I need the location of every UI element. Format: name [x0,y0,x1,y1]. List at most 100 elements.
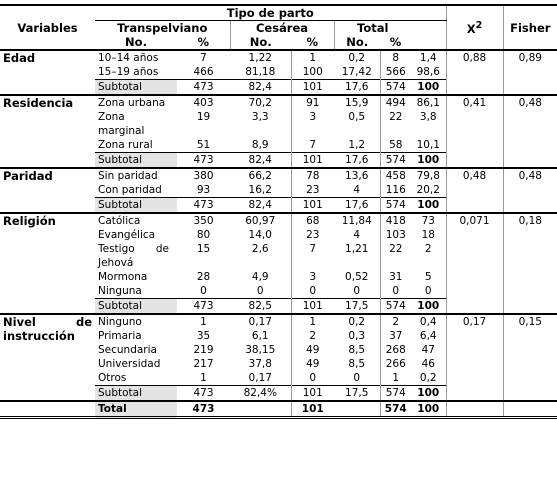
cell: 100 [417,300,440,312]
row-label: 15–19 años [98,66,159,78]
cell: 1 [200,372,207,384]
cell: 7 [290,138,334,153]
cell: 79,8 [416,170,440,182]
cell: 466 [193,66,214,78]
cell: 5 [424,271,432,283]
table-row: Zona marginal 19 3,3 3 0,5 22 3,8 [0,110,557,138]
cell: 100 [417,199,440,211]
cell: 82,4 [248,154,272,166]
cell: 98,6 [416,66,440,78]
table-row: Evangélica 80 14,0 23 4 103 18 [0,228,557,242]
cell: 80 [196,229,211,241]
cell: 15,9 [345,97,369,109]
cell: 101 [290,197,334,213]
sub-header: No. [333,35,380,50]
cell: 219 [193,344,214,356]
total-row: Total 473 101 574 100 [0,401,557,418]
cell: 1,2 [348,139,366,151]
fisher-value: 0,48 [502,95,557,168]
table-row: Subtotal 473 82,4 101 17,6 574 100 [0,79,557,95]
cell: 0,17 [248,316,272,328]
group-header: Transpelviano [117,21,208,35]
table-row: Residencia Zona urbana 403 70,2 91 15,9 494 86,… [0,95,557,168]
table-row: Zona rural 51 8,9 7 1,2 58 10,1 [0,138,557,153]
sub-header: % [306,35,319,49]
total-blank [502,401,557,418]
cell: 15 [196,243,211,255]
cell: 70,2 [248,97,272,109]
cell: 8,9 [251,139,269,151]
cell: 103 [379,228,411,242]
cell: 4 [353,184,361,196]
cell: 22 [379,242,411,270]
cell: 403 [193,97,214,109]
cell: 81,18 [245,66,276,78]
cell: 473 [193,199,214,211]
cell: 47 [421,344,435,356]
cell: 566 [379,65,411,80]
table-row: Ninguna 0 0 0 0 0 0 [0,284,557,299]
cell: 0 [200,285,207,297]
row-label: Zona rural [98,139,153,151]
cell: 574 [379,79,411,95]
row-label: Evangélica [98,229,156,241]
table-row: Mormona 28 4,9 3 0,52 31 5 [0,270,557,284]
cell: 11,84 [341,215,372,227]
cell: 0 [290,371,334,386]
cell: 0,2 [348,52,366,64]
cell: 17,42 [341,66,372,78]
cell: 17,6 [345,81,369,93]
cell: 100 [417,81,440,93]
header-cell: Variables [17,20,78,35]
cell: 19 [196,111,211,123]
table-row: Otros 1 0,17 0 0 1 0,2 [0,371,557,386]
table-row: Edad 10–14 años 7 1,22 1 0,2 8 1,4 0,88 0,89 [0,50,557,95]
cell: 1,22 [248,52,272,64]
cell: 86,1 [416,97,440,109]
cell: 266 [379,357,411,371]
header-sup: 2 [475,20,483,32]
row-label: Testigo de Jehová [98,243,169,269]
cell: 1 [379,371,411,386]
cell: 4,9 [251,271,269,283]
results-table: Variables Tipo de parto X2 Fisher Transp… [0,4,557,419]
cell: 23 [290,183,334,198]
table-row: Subtotal 473 82,4 101 17,6 574 100 [0,197,557,213]
cell: 494 [379,95,411,110]
cell: 17,5 [345,300,369,312]
cell: 2 [290,329,334,343]
cell: 8,5 [348,358,366,370]
chi2-value: 0,41 [445,95,504,168]
cell: 93 [196,184,211,196]
cell: 49 [290,357,334,371]
table-row: Subtotal 473 82,4% 101 17,5 574 100 [0,385,557,401]
table-row: Primaria 35 6,1 2 0,3 37 6,4 [0,329,557,343]
cell: 101 [290,79,334,95]
row-label: Ninguna [98,285,142,297]
cell: 574 [379,152,411,168]
row-label: Subtotal [95,385,177,401]
cell: 16,2 [248,184,272,196]
table-row: Paridad Sin paridad 380 66,2 78 13,6 458 79,8 0,… [0,168,557,213]
cell: 268 [379,343,411,357]
cell: 350 [193,215,214,227]
row-label: Zona urbana [98,97,166,109]
total-cell: 473 [192,403,215,415]
cell: 46 [421,358,435,370]
cell: 101 [290,298,334,314]
fisher-value: 0,89 [502,50,557,95]
cell: 7 [200,52,207,64]
group-label: Religión [3,214,56,228]
total-blank [445,401,504,418]
total-cell [230,401,291,418]
cell: 6,1 [251,330,269,342]
row-label: Ninguno [98,316,142,328]
cell: 8,5 [348,344,366,356]
cell: 0,3 [348,330,366,342]
cell: 51 [196,139,211,151]
chi2-value: 0,17 [445,314,504,401]
cell: 17,6 [345,154,369,166]
cell: 473 [193,300,214,312]
cell: 31 [379,270,411,284]
cell: 0 [379,284,411,299]
